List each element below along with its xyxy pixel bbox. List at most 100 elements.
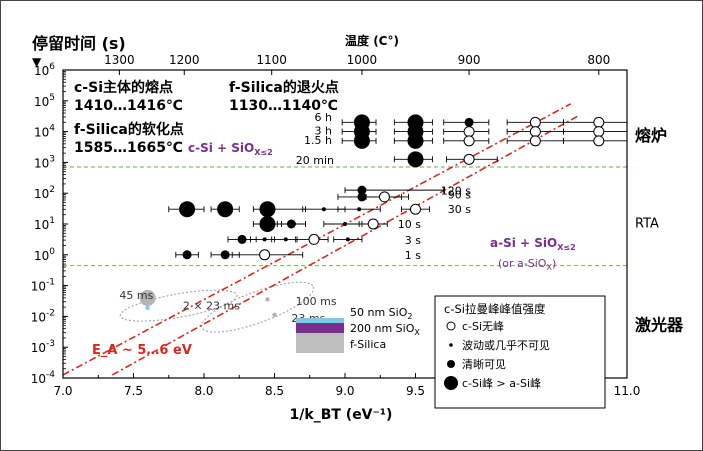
legend-item-label: 波动或几乎不可见 (462, 339, 550, 352)
data-point-30-s-2 (259, 201, 276, 218)
data-point-1-s-0 (182, 250, 192, 260)
stack-layer-fsilica (296, 333, 344, 353)
data-point-20-min-1 (463, 153, 475, 165)
stack-layer-sio2 (296, 318, 344, 323)
duration-label: 10 s (398, 218, 421, 231)
csi-phase-label: c-Si + SiOX≤2 (188, 141, 273, 157)
laser-ellipse-0 (119, 289, 238, 322)
data-point-30-s-0 (179, 201, 196, 218)
stack-legend-label: 200 nm SiOX (350, 322, 420, 337)
x-tick-label: 8.5 (265, 384, 284, 398)
duration-label: 6 h (315, 111, 332, 124)
duration-label: 1.5 h (304, 134, 332, 147)
data-point-3-s-4 (345, 237, 350, 242)
data-point-3-s-0 (237, 234, 247, 244)
region-label-2: 激光器 (635, 316, 684, 335)
x-tick-label: 7.0 (53, 384, 72, 398)
y-tick-label: 106 (34, 62, 55, 78)
y-tick-label: 101 (34, 216, 55, 232)
top-tick-label: 1300 (104, 53, 135, 67)
melting-point-title: c-Si主体的熔点 (74, 79, 173, 96)
y-tick-label: 104 (34, 124, 55, 140)
region-label-0: 熔炉 (635, 126, 667, 145)
annealing-point-range: 1130…1140℃ (229, 98, 338, 114)
top-tick-label: 1100 (256, 53, 287, 67)
laser-label: 2 × 23 ms (183, 300, 240, 313)
top-tick-label: 1000 (347, 53, 378, 67)
data-point-1.5-h-4 (593, 135, 605, 147)
legend-marker-empty (446, 321, 456, 331)
duration-label: 90 s (448, 189, 471, 202)
softening-point-title: f-Silica的软化点 (74, 121, 184, 138)
data-point-6-h-4 (593, 116, 605, 128)
duration-label: 30 s (448, 203, 471, 216)
data-point-90-s-0 (357, 192, 367, 202)
data-point-10-s-3 (367, 218, 379, 230)
data-point-3-s-3 (308, 233, 320, 245)
y-tick-label: 10-4 (31, 370, 56, 386)
duration-label: 1 s (405, 249, 421, 262)
data-point-30-s-5 (410, 203, 421, 215)
legend-item-label: 清晰可见 (462, 358, 506, 371)
legend-marker-small (447, 360, 455, 368)
data-point-1-s-2 (259, 249, 271, 261)
data-point-laser-0 (139, 289, 156, 306)
annealing-point-title: f-Silica的退火点 (229, 79, 339, 96)
duration-label: 120 s (441, 185, 471, 198)
stack-layer-siox (296, 323, 344, 333)
region-label-1: RTA (635, 216, 659, 231)
data-point-laser-3 (272, 312, 277, 318)
activation-energy-label: E_A ~ 5…6 eV (92, 343, 192, 358)
data-point-120-s-0 (357, 185, 367, 195)
data-point-6-h-3 (529, 116, 541, 128)
plot-area: 7.07.58.08.59.09.510.010.511.01300120011… (31, 53, 684, 409)
legend-marker-tiny (449, 343, 453, 347)
asi-phase-sublabel: (or a-SiOX) (498, 257, 556, 272)
data-point-6-h-2 (464, 117, 474, 127)
data-point-30-s-4 (357, 207, 362, 212)
data-point-1.5-h-1 (407, 132, 424, 149)
data-point-laser-1 (145, 305, 150, 310)
data-point-1-s-1 (220, 250, 230, 260)
data-point-1.5-h-3 (529, 135, 541, 147)
top-tick-label: 1200 (169, 53, 200, 67)
data-point-30-s-1 (217, 201, 234, 218)
data-point-1.5-h-0 (353, 132, 370, 149)
top-tick-label: 900 (458, 53, 481, 67)
duration-label: 3 s (405, 234, 421, 247)
data-point-90-s-1 (378, 191, 390, 203)
data-point-3-s-1 (262, 237, 267, 242)
x-axis-title: 1/k_BT (eV⁻¹) (290, 407, 393, 423)
data-point-3-s-2 (283, 237, 288, 242)
data-point-3-h-3 (529, 126, 541, 138)
duration-label: 20 min (296, 154, 334, 167)
x-tick-label: 8.0 (194, 384, 213, 398)
data-point-30-s-3 (321, 207, 326, 212)
laser-ellipse-1 (201, 281, 315, 333)
data-point-laser-2 (265, 297, 270, 302)
y-tick-label: 10-1 (31, 278, 55, 294)
legend-marker-large (444, 376, 458, 390)
top-axis-title: 温度 (C°) (345, 33, 399, 48)
y-axis-arrow: ▼ (32, 55, 42, 69)
data-point-10-s-0 (259, 216, 276, 232)
y-tick-label: 102 (34, 185, 55, 201)
asi-phase-label: a-Si + SiOX≤2 (490, 236, 576, 252)
x-tick-label: 9.5 (406, 384, 425, 398)
y-axis-title: 停留时间 (s) (32, 34, 126, 53)
x-tick-label: 9.0 (335, 384, 354, 398)
stack-legend-label: f-Silica (350, 338, 386, 351)
y-tick-label: 100 (34, 247, 55, 263)
marker-legend-box (434, 295, 606, 409)
data-point-1.5-h-2 (463, 135, 475, 147)
melting-point-range: 1410…1416℃ (74, 98, 183, 114)
stack-legend-label: 50 nm SiO2 (350, 306, 412, 321)
duration-label: 3 h (315, 125, 332, 138)
data-point-10-s-1 (286, 219, 296, 229)
top-tick-label: 800 (587, 53, 610, 67)
data-point-20-min-0 (407, 151, 424, 168)
legend-item-label: c-Si无峰 (462, 320, 504, 333)
marker-legend-title: c-Si拉曼峰峰值强度 (444, 302, 546, 316)
data-point-3-h-4 (593, 126, 605, 138)
